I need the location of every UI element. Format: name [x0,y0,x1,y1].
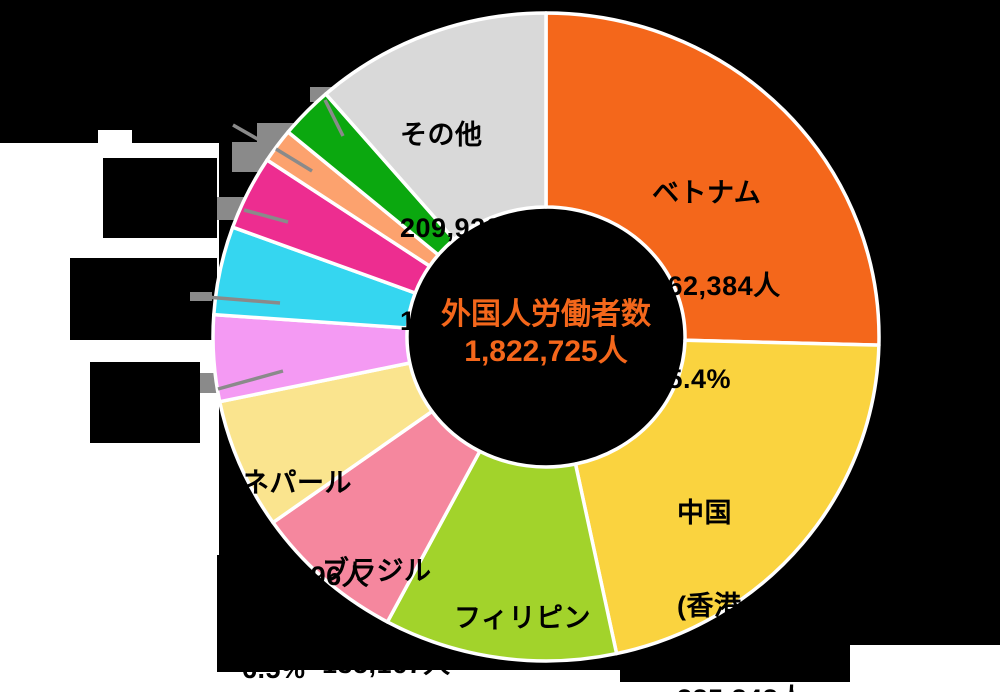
label-vietnam-name: ベトナム [652,178,762,208]
label-others-count: 209,920人 [400,213,529,243]
bottom-white-corner [850,645,1000,692]
leader-line-arrow [232,123,262,143]
donut-segment-china [573,338,881,656]
bottom-white-band-right [620,682,1000,692]
label-brazil-count: 135,167人 [322,649,451,679]
label-vietnam-pct: 25.4% [652,364,732,394]
label-brazil-name: ブラジル [322,556,432,586]
leader-line-group [190,99,345,391]
label-nepal-name: ネパール [242,468,352,498]
label-philippines: フィリピン 206,050人 11.3% [454,541,591,692]
label-philippines-name: フィリピン [454,603,591,633]
redaction-group [70,158,277,672]
redaction-block-4 [217,555,277,672]
center-label-total: 1,822,725人 [464,335,628,368]
leader-line-deeppink [243,208,289,224]
leader-line-salmon [275,147,313,173]
label-others-pct: 11.5% [400,306,478,336]
bottom-white-band-left [219,670,620,692]
leader-line-green [323,99,345,137]
label-brazil: ブラジル 135,167人 7.4% [322,494,451,692]
redaction-block-3 [90,362,200,443]
leader-line-violet [217,369,284,391]
donut-segment-philippines [385,449,619,663]
label-nepal: ネパール 118,196人 6.5% [242,406,369,692]
donut-segments [211,11,881,663]
label-field-notch [98,130,132,143]
center-label: 外国人労働者数 1,822,725人 [396,296,696,370]
label-others-name: その他 [400,120,483,150]
label-nepal-count: 118,196人 [242,561,370,591]
redaction-block-1 [103,158,217,238]
label-china: 中国 (香港、マカオ 385,848人 21.2% [677,436,852,692]
center-label-title: 外国人労働者数 [441,298,651,331]
label-china-name2: (香港、マカオ [677,591,852,621]
leader-nub-cyan [190,292,212,301]
donut-segment-others [324,11,548,242]
label-china-count: 385,848人 [677,684,852,692]
label-vietnam: ベトナム 462,384人 25.4% [652,116,781,457]
label-nepal-pct: 6.5% [242,654,306,684]
label-vietnam-count: 462,384人 [652,271,781,301]
label-china-name: 中国 [677,498,732,528]
donut-segment-vietnam [544,11,881,347]
label-others: その他 209,920人 11.5% [400,58,529,399]
